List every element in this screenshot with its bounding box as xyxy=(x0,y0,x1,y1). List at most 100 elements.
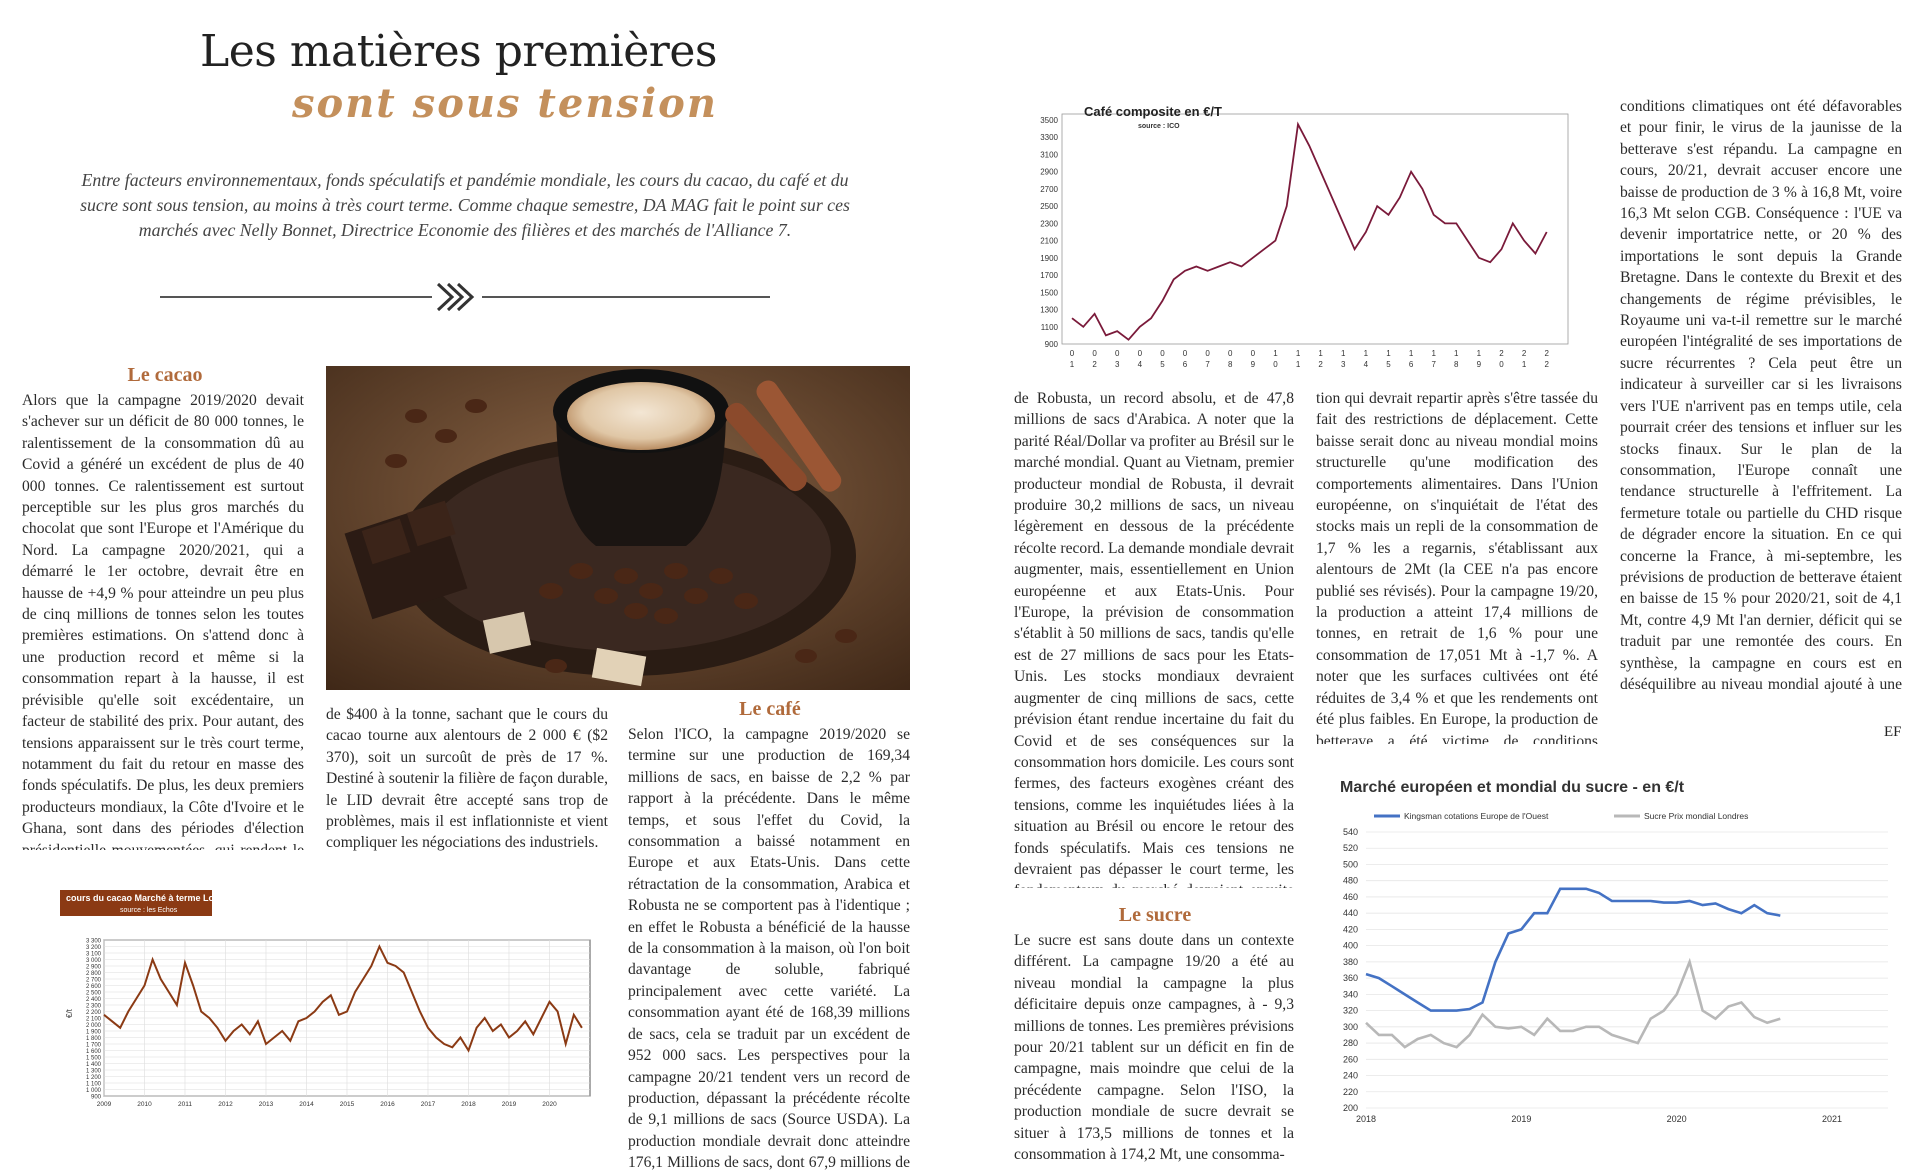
y-tick-label: 440 xyxy=(1343,908,1358,918)
y-tick-label: 1500 xyxy=(1040,288,1058,297)
sucre-column-4b: Le sucre est sans doute dans un contexte… xyxy=(1014,932,1294,1164)
chart-title-box xyxy=(60,890,212,916)
y-tick-label: 3 000 xyxy=(86,958,102,964)
y-tick-label: 2 100 xyxy=(86,1017,102,1023)
x-tick-label-top: 1 xyxy=(1364,349,1369,358)
x-tick-label-top: 0 xyxy=(1115,349,1120,358)
legend-label: Sucre Prix mondial Londres xyxy=(1644,811,1748,821)
x-tick-label-bottom: 2 xyxy=(1318,360,1323,369)
x-tick-label: 2012 xyxy=(218,1101,233,1108)
y-tick-label: 380 xyxy=(1343,957,1358,967)
x-tick-label-top: 2 xyxy=(1499,349,1504,358)
y-tick-label: 2500 xyxy=(1040,202,1058,211)
chart-title: Café composite en €/T xyxy=(1084,104,1222,119)
x-tick-label-bottom: 6 xyxy=(1183,360,1188,369)
cafe-column-4: de Robusta, un record absolu, et de 47,8… xyxy=(1014,390,1294,888)
y-tick-label: 2900 xyxy=(1040,168,1058,177)
coffee-photo xyxy=(326,366,910,690)
y-tick-label: 360 xyxy=(1343,973,1358,983)
chart-title: Marché européen et mondial du sucre - en… xyxy=(1340,779,1685,796)
section-title-sucre: Le sucre xyxy=(1118,904,1192,926)
y-tick-label: 900 xyxy=(91,1095,102,1101)
x-tick-label: 2020 xyxy=(1667,1114,1687,1124)
y-tick-label: 1 300 xyxy=(86,1069,102,1075)
x-tick-label-top: 0 xyxy=(1160,349,1165,358)
y-tick-label: 2100 xyxy=(1040,237,1058,246)
y-tick-label: 200 xyxy=(1343,1103,1358,1113)
y-tick-label: 1100 xyxy=(1041,323,1059,332)
x-tick-label: 2020 xyxy=(542,1101,557,1108)
y-tick-label: 3 100 xyxy=(86,952,102,958)
cafe-column-3: Selon l'ICO, la campagne 2019/2020 se te… xyxy=(628,726,910,1172)
x-tick-label: 2019 xyxy=(502,1101,517,1108)
sucre-column-6: conditions climatiques ont été défavorab… xyxy=(1620,98,1902,698)
x-tick-label-top: 2 xyxy=(1522,349,1527,358)
x-tick-label-top: 0 xyxy=(1205,349,1210,358)
y-tick-label: 2700 xyxy=(1040,185,1058,194)
y-tick-label: 1900 xyxy=(1040,254,1058,263)
y-tick-label: 280 xyxy=(1343,1038,1358,1048)
x-tick-label-top: 0 xyxy=(1070,349,1075,358)
legend-label: Kingsman cotations Europe de l'Ouest xyxy=(1404,811,1549,821)
y-tick-label: 540 xyxy=(1343,827,1358,837)
chart-subtitle: source : ICO xyxy=(1138,123,1180,130)
x-tick-label: 2013 xyxy=(259,1101,274,1108)
y-tick-label: 500 xyxy=(1343,859,1358,869)
series-line-mondial xyxy=(1365,957,1781,1049)
x-tick-label: 2011 xyxy=(178,1101,192,1108)
x-tick-label-bottom: 1 xyxy=(1296,360,1301,369)
y-tick-label: 520 xyxy=(1343,843,1358,853)
chevron-divider-icon xyxy=(432,278,482,316)
y-tick-label: 2 800 xyxy=(86,971,102,977)
x-tick-label-top: 1 xyxy=(1386,349,1391,358)
x-tick-label-top: 0 xyxy=(1092,349,1097,358)
y-tick-label: 1 500 xyxy=(86,1056,102,1062)
x-tick-label: 2009 xyxy=(97,1101,112,1108)
y-tick-label: 2 300 xyxy=(86,1004,102,1010)
x-tick-label: 2017 xyxy=(421,1101,436,1108)
x-tick-label-top: 1 xyxy=(1341,349,1346,358)
x-tick-label-top: 1 xyxy=(1318,349,1323,358)
y-tick-label: 3100 xyxy=(1040,150,1058,159)
x-tick-label: 2016 xyxy=(380,1101,395,1108)
cacao-column-1: Alors que la campagne 2019/2020 devait s… xyxy=(22,392,304,850)
y-tick-label: 1 700 xyxy=(86,1043,102,1049)
intro-paragraph: Entre facteurs environnementaux, fonds s… xyxy=(80,170,850,240)
y-tick-label: 3 300 xyxy=(86,939,102,945)
chart-title: cours du cacao Marché à terme Londres xyxy=(66,893,239,903)
y-tick-label: 260 xyxy=(1343,1054,1358,1064)
coffee-price-chart: Café composite en €/T source : ICO 900 1100… xyxy=(1028,96,1588,380)
cacao-price-chart: cours du cacao Marché à terme Londres sou… xyxy=(60,890,606,1116)
x-tick-label: 2021 xyxy=(1822,1114,1842,1124)
y-tick-label: 900 xyxy=(1045,340,1059,349)
x-tick-label-top: 1 xyxy=(1431,349,1436,358)
y-axis-label: €/t xyxy=(65,1008,74,1018)
x-tick-label-bottom: 8 xyxy=(1228,360,1233,369)
y-tick-label: 400 xyxy=(1343,941,1358,951)
x-tick-label-top: 0 xyxy=(1251,349,1256,358)
y-tick-label: 2300 xyxy=(1040,219,1058,228)
x-tick-label-top: 1 xyxy=(1409,349,1414,358)
plot-frame xyxy=(1061,113,1569,345)
page-title-line2: sont sous tension xyxy=(292,80,718,127)
chart-subtitle: source : les Echos xyxy=(120,907,178,914)
x-tick-label-bottom: 6 xyxy=(1409,360,1414,369)
x-tick-label: 2018 xyxy=(1356,1114,1376,1124)
section-title-cafe: Le café xyxy=(739,698,801,720)
x-tick-label-bottom: 0 xyxy=(1499,360,1504,369)
x-tick-label-top: 1 xyxy=(1477,349,1482,358)
x-tick-label-top: 0 xyxy=(1138,349,1143,358)
y-tick-label: 2 200 xyxy=(86,1010,102,1016)
x-tick-label-bottom: 9 xyxy=(1477,360,1482,369)
x-tick-label-top: 0 xyxy=(1183,349,1188,358)
cacao-column-2: de $400 à la tonne, sachant que le cours… xyxy=(326,706,608,852)
x-tick-label: 2010 xyxy=(137,1101,152,1108)
y-tick-label: 3 200 xyxy=(86,945,102,951)
y-tick-label: 240 xyxy=(1343,1071,1358,1081)
y-tick-label: 300 xyxy=(1343,1022,1358,1032)
y-tick-label: 1 600 xyxy=(86,1049,102,1055)
page-title-line1: Les matières premières xyxy=(200,26,717,77)
x-tick-label: 2018 xyxy=(461,1101,476,1108)
x-tick-label-top: 2 xyxy=(1544,349,1549,358)
x-tick-label-bottom: 5 xyxy=(1160,360,1165,369)
